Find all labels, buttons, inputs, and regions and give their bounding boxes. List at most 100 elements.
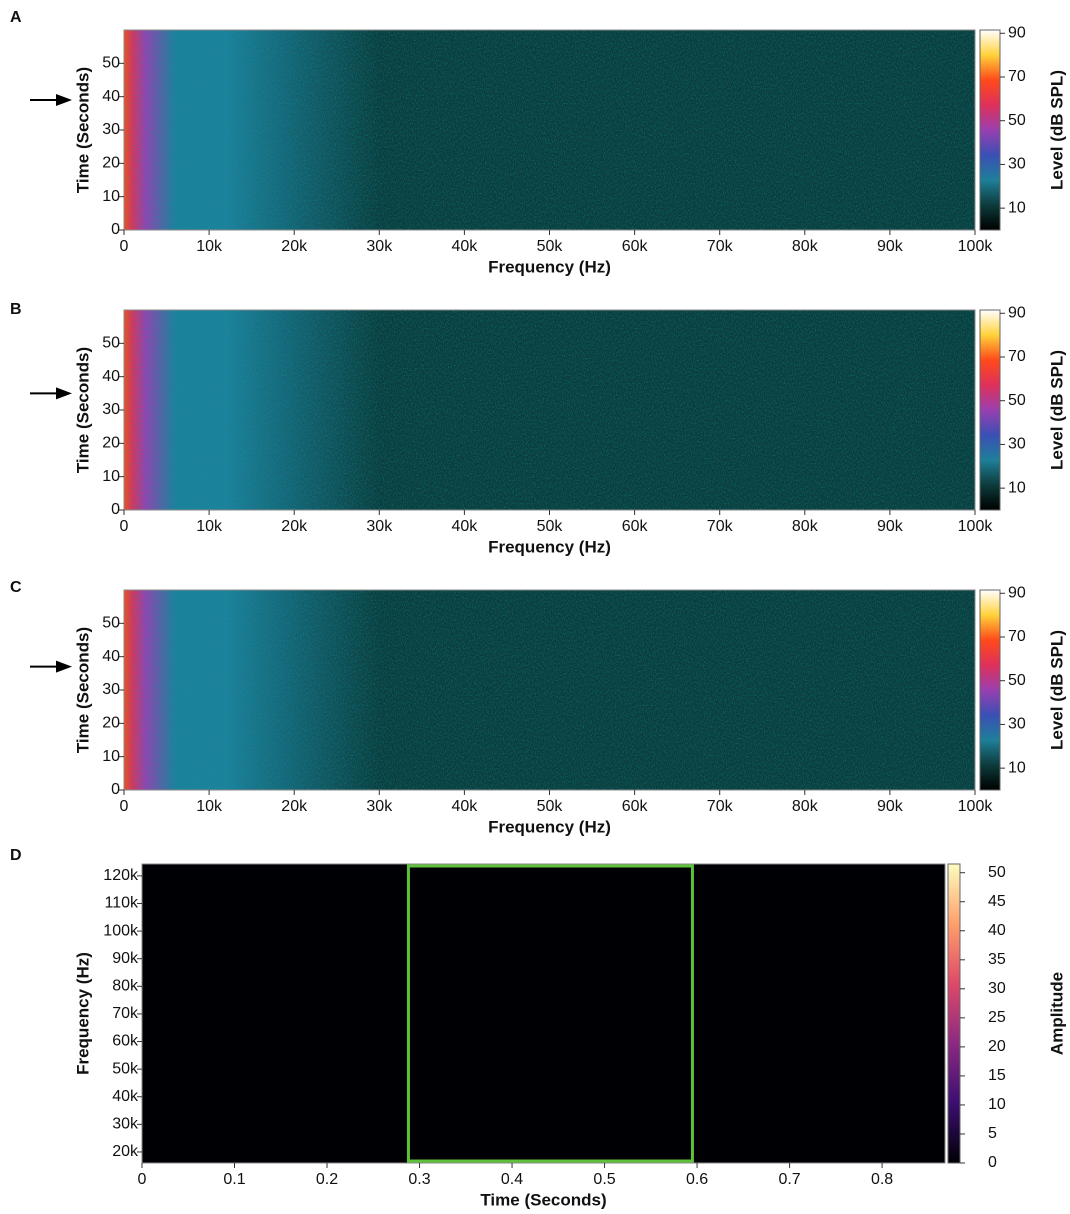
x-tick-label: 0.1 [223,1171,245,1188]
y-tick-label: 110k [104,895,139,912]
y-tick-label: 90k [112,950,139,967]
x-tick-label: 60k [622,518,649,535]
y-tick-label: 20 [102,715,120,732]
y-tick-label: 10 [102,188,120,205]
colorbar-tick-label: 70 [1008,348,1026,365]
x-tick-label: 60k [622,798,649,815]
x-tick-label: 70k [707,238,734,255]
colorbar-tick-label: 50 [1008,672,1026,689]
y-tick-label: 30 [102,681,120,698]
x-tick-label: 20k [281,238,308,255]
panel-label: A [10,9,22,26]
y-tick-label: 50k [112,1060,139,1077]
colorbar [947,863,961,1164]
x-tick-label: 90k [877,518,904,535]
x-tick-label: 40k [452,518,479,535]
y-tick-label: 20 [102,435,120,452]
colorbar-tick-label: 45 [988,893,1006,910]
y-tick-label: 20 [102,155,120,172]
colorbar-tick-label: 30 [1008,436,1026,453]
x-axis-label: Frequency (Hz) [488,257,611,276]
y-tick-label: 30 [102,121,120,138]
y-axis-label: Frequency (Hz) [73,952,92,1075]
x-tick-label: 90k [877,238,904,255]
panel-label: C [10,579,22,596]
x-tick-label: 30k [366,518,393,535]
x-tick-label: 80k [792,798,819,815]
arrow-head [56,94,72,106]
colorbar [979,589,1001,791]
x-tick-label: 0 [120,518,129,535]
colorbar-tick-label: 10 [1008,479,1026,496]
x-tick-label: 30k [366,238,393,255]
colorbar-tick-label: 10 [1008,759,1026,776]
x-tick-label: 0.2 [316,1171,338,1188]
x-tick-label: 90k [877,798,904,815]
y-tick-label: 40 [102,648,120,665]
colorbar-tick-label: 50 [1008,392,1026,409]
x-axis-label: Frequency (Hz) [488,537,611,556]
y-tick-label: 60k [112,1033,139,1050]
x-tick-label: 0.3 [408,1171,430,1188]
x-tick-label: 60k [622,238,649,255]
x-tick-label: 0 [120,238,129,255]
colorbar-tick-label: 90 [1008,24,1026,41]
y-tick-label: 40 [102,88,120,105]
y-tick-label: 0 [111,221,120,238]
selection-box [406,864,694,1163]
colorbar-label: Level (dB SPL) [1047,70,1066,190]
colorbar-tick-label: 90 [1008,304,1026,321]
colorbar-label: Level (dB SPL) [1047,630,1066,750]
colorbar [979,309,1001,511]
spectrogram [142,864,945,1163]
y-tick-label: 100k [103,922,139,939]
y-tick-label: 50 [102,615,120,632]
x-tick-label: 20k [281,798,308,815]
y-tick-label: 20k [112,1143,139,1160]
y-tick-label: 40k [112,1088,139,1105]
y-tick-label: 10 [102,468,120,485]
x-tick-label: 20k [281,518,308,535]
x-tick-label: 80k [792,238,819,255]
colorbar-tick-label: 20 [988,1038,1006,1055]
x-tick-label: 70k [707,798,734,815]
x-tick-label: 10k [196,518,223,535]
colorbar-tick-label: 5 [988,1125,997,1142]
y-tick-label: 30 [102,401,120,418]
x-tick-label: 100k [958,798,994,815]
x-tick-label: 70k [707,518,734,535]
y-tick-label: 80k [112,978,139,995]
x-axis-label: Time (Seconds) [480,1190,606,1209]
x-tick-label: 40k [452,238,479,255]
y-tick-label: 50 [102,55,120,72]
arrow-head [56,660,72,673]
x-tick-label: 30k [366,798,393,815]
y-tick-label: 30k [112,1116,139,1133]
x-tick-label: 100k [958,238,994,255]
y-tick-label: 40 [102,368,120,385]
y-tick-label: 50 [102,335,120,352]
x-tick-label: 40k [452,798,479,815]
panel-label: D [10,847,22,864]
spectrogram-noise [124,310,975,510]
colorbar-tick-label: 0 [988,1154,997,1171]
x-tick-label: 100k [958,518,994,535]
x-tick-label: 0.7 [778,1171,800,1188]
y-tick-label: 10 [102,748,120,765]
x-tick-label: 0 [138,1171,147,1188]
colorbar-tick-label: 30 [1008,156,1026,173]
colorbar-tick-label: 90 [1008,584,1026,601]
colorbar-tick-label: 30 [1008,716,1026,733]
x-tick-label: 50k [537,238,564,255]
colorbar-tick-label: 30 [988,980,1006,997]
y-axis-label: Time (Seconds) [73,67,92,193]
colorbar-label: Level (dB SPL) [1047,350,1066,470]
panel-label: B [10,301,22,318]
colorbar-tick-label: 15 [988,1067,1006,1084]
colorbar-tick-label: 25 [988,1009,1006,1026]
x-tick-label: 80k [792,518,819,535]
x-tick-label: 0.5 [593,1171,615,1188]
y-axis-label: Time (Seconds) [73,627,92,753]
x-axis-label: Frequency (Hz) [488,817,611,836]
x-tick-label: 0.4 [501,1171,523,1188]
